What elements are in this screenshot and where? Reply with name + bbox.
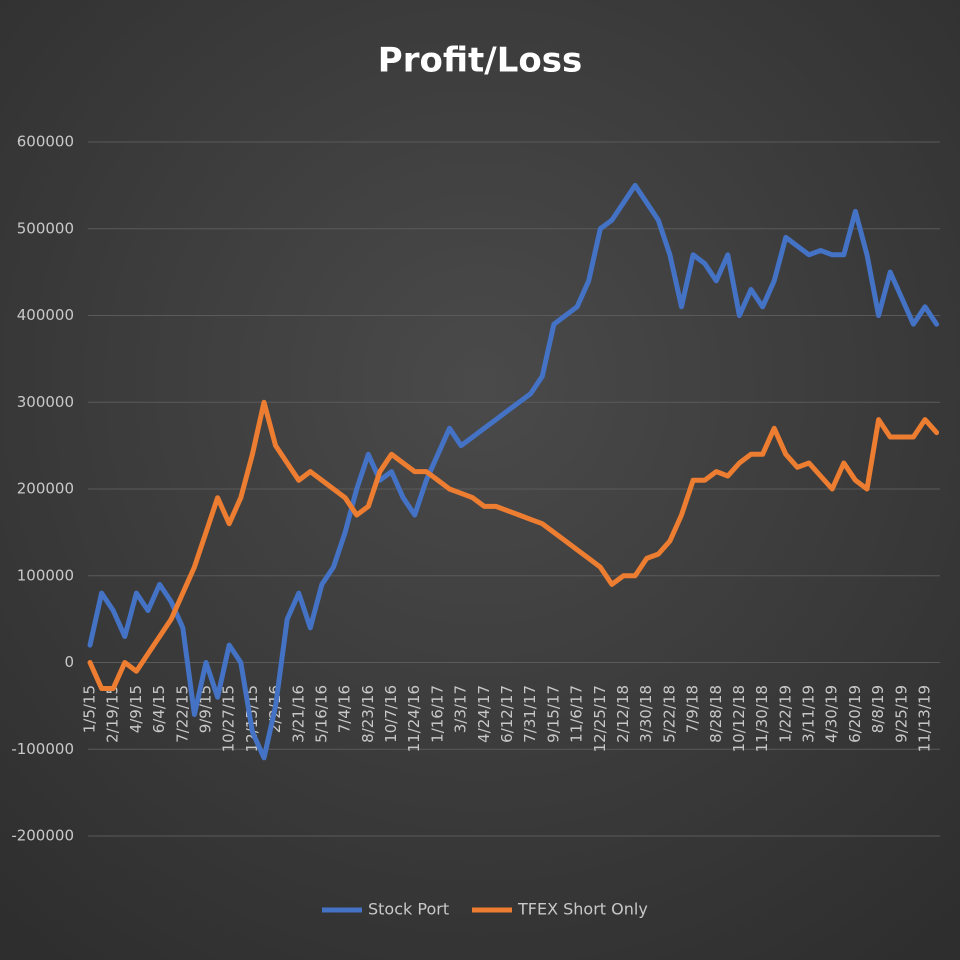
x-tick-label: 10/7/16: [382, 685, 400, 743]
y-tick-label: 300000: [17, 393, 74, 411]
y-tick-label: 200000: [17, 480, 74, 498]
x-tick-label: 11/13/19: [916, 685, 934, 752]
x-tick-label: 4/24/17: [475, 685, 493, 743]
x-tick-label: 1/22/19: [776, 685, 794, 743]
x-tick-label: 6/20/19: [846, 685, 864, 743]
x-tick-label: 12/25/17: [591, 685, 609, 752]
x-tick-label: 6/12/17: [498, 685, 516, 743]
x-tick-label: 11/30/18: [753, 685, 771, 752]
series-line: [87, 399, 940, 691]
x-tick-label: 3/21/16: [289, 685, 307, 743]
x-tick-label: 10/27/15: [220, 685, 238, 752]
x-tick-label: 8/23/16: [359, 685, 377, 743]
chart-title: Profit/Loss: [378, 41, 582, 81]
x-tick-label: 9/9/15: [196, 685, 214, 733]
series-line: [87, 182, 940, 761]
y-tick-label: 100000: [17, 566, 74, 584]
x-tick-label: 7/22/15: [173, 685, 191, 743]
x-tick-label: 4/9/15: [127, 685, 145, 733]
legend-label: TFEX Short Only: [517, 900, 648, 919]
x-tick-label: 11/6/17: [568, 685, 586, 743]
y-tick-label: -200000: [11, 827, 74, 845]
x-tick-label: 4/30/19: [823, 685, 841, 743]
y-tick-label: 0: [64, 653, 74, 671]
x-tick-label: 7/31/17: [521, 685, 539, 743]
x-tick-label: 9/15/17: [544, 685, 562, 743]
legend-label: Stock Port: [368, 900, 449, 919]
x-tick-label: 3/3/17: [452, 685, 470, 733]
x-tick-label: 5/16/16: [312, 685, 330, 743]
y-tick-label: -100000: [11, 740, 74, 758]
x-tick-label: 7/4/16: [336, 685, 354, 733]
x-tick-label: 9/25/19: [892, 685, 910, 743]
x-tick-label: 3/30/18: [637, 685, 655, 743]
x-tick-label: 2/19/15: [104, 685, 122, 743]
x-tick-label: 7/9/18: [684, 685, 702, 733]
y-tick-label: 400000: [17, 306, 74, 324]
x-tick-label: 8/8/19: [869, 685, 887, 733]
x-tick-label: 1/5/15: [81, 685, 99, 733]
x-tick-label: 2/12/18: [614, 685, 632, 743]
x-tick-label: 11/24/16: [405, 685, 423, 752]
x-tick-label: 6/4/15: [150, 685, 168, 733]
x-tick-label: 1/16/17: [428, 685, 446, 743]
x-tick-label: 8/28/18: [707, 685, 725, 743]
x-tick-label: 5/22/18: [660, 685, 678, 743]
x-tick-label: 3/11/19: [800, 685, 818, 743]
x-tick-label: 10/12/18: [730, 685, 748, 752]
y-tick-label: 600000: [17, 133, 74, 151]
y-tick-label: 500000: [17, 219, 74, 237]
